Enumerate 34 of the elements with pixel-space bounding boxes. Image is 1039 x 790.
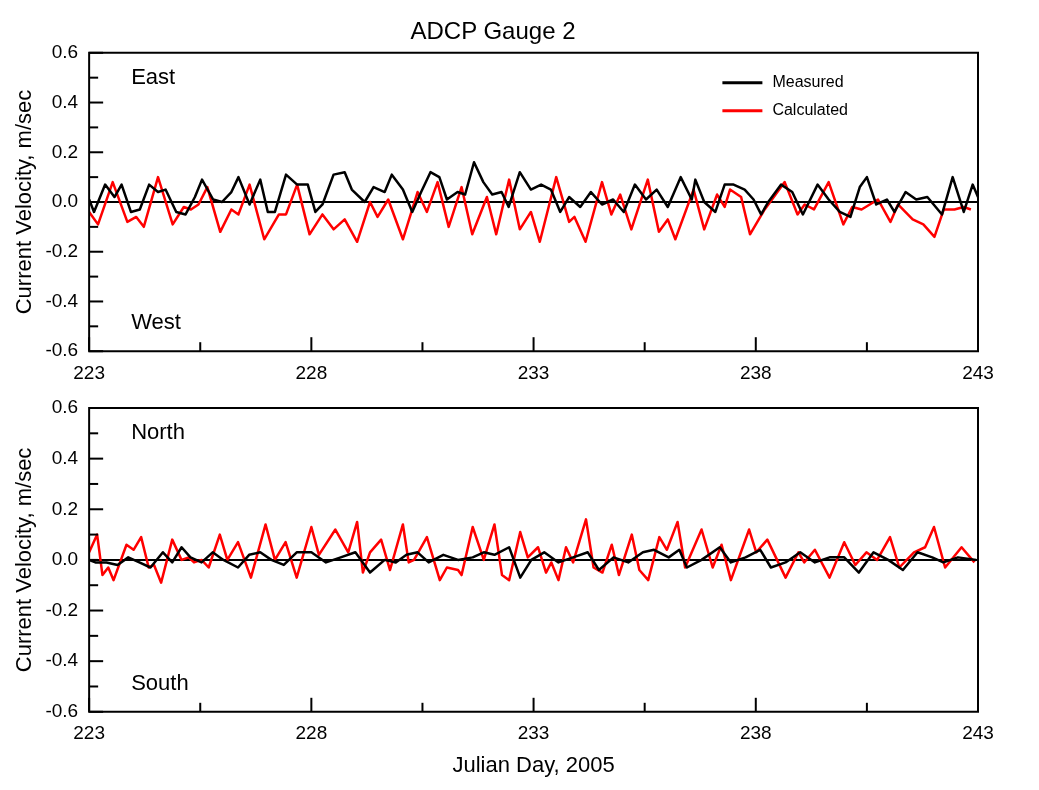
legend-label: Calculated xyxy=(772,101,849,119)
y-tick-label: 0.6 xyxy=(51,396,79,418)
legend-label: Measured xyxy=(772,73,844,91)
y-tick-label: -0.6 xyxy=(45,700,79,722)
annotation: East xyxy=(131,63,176,89)
x-tick-label: 223 xyxy=(73,361,105,383)
y-tick-label: 0.2 xyxy=(51,140,79,162)
x-tick-label: 233 xyxy=(517,361,550,383)
x-tick-label: 238 xyxy=(739,361,772,383)
y-tick-label: 0.2 xyxy=(51,497,79,519)
annotation: South xyxy=(131,669,189,695)
x-axis-title: Julian Day, 2005 xyxy=(452,751,615,777)
x-tick-label: 238 xyxy=(739,722,772,744)
y-axis-title: Current Velocity, m/sec xyxy=(11,89,37,315)
x-tick-label: 228 xyxy=(295,361,328,383)
y-axis-title: Current Velocity, m/sec xyxy=(11,447,37,673)
y-tick-label: 0.0 xyxy=(51,190,79,212)
y-tick-label: 0.6 xyxy=(51,41,79,63)
y-tick-label: 0.4 xyxy=(51,446,79,468)
annotation: North xyxy=(131,419,185,445)
x-tick-label: 223 xyxy=(73,722,105,744)
y-tick-label: -0.4 xyxy=(45,649,79,671)
x-tick-label: 243 xyxy=(962,722,994,744)
y-tick-label: -0.2 xyxy=(45,598,79,620)
x-tick-label: 243 xyxy=(962,361,994,383)
y-tick-label: 0.0 xyxy=(51,548,79,570)
annotation: West xyxy=(131,309,181,335)
y-tick-label: -0.4 xyxy=(45,289,79,311)
y-tick-label: -0.6 xyxy=(45,339,79,361)
y-tick-label: -0.2 xyxy=(45,239,79,261)
x-tick-label: 233 xyxy=(517,722,550,744)
x-tick-label: 228 xyxy=(295,722,328,744)
y-tick-label: 0.4 xyxy=(51,90,79,112)
chart-title: ADCP Gauge 2 xyxy=(410,17,576,45)
